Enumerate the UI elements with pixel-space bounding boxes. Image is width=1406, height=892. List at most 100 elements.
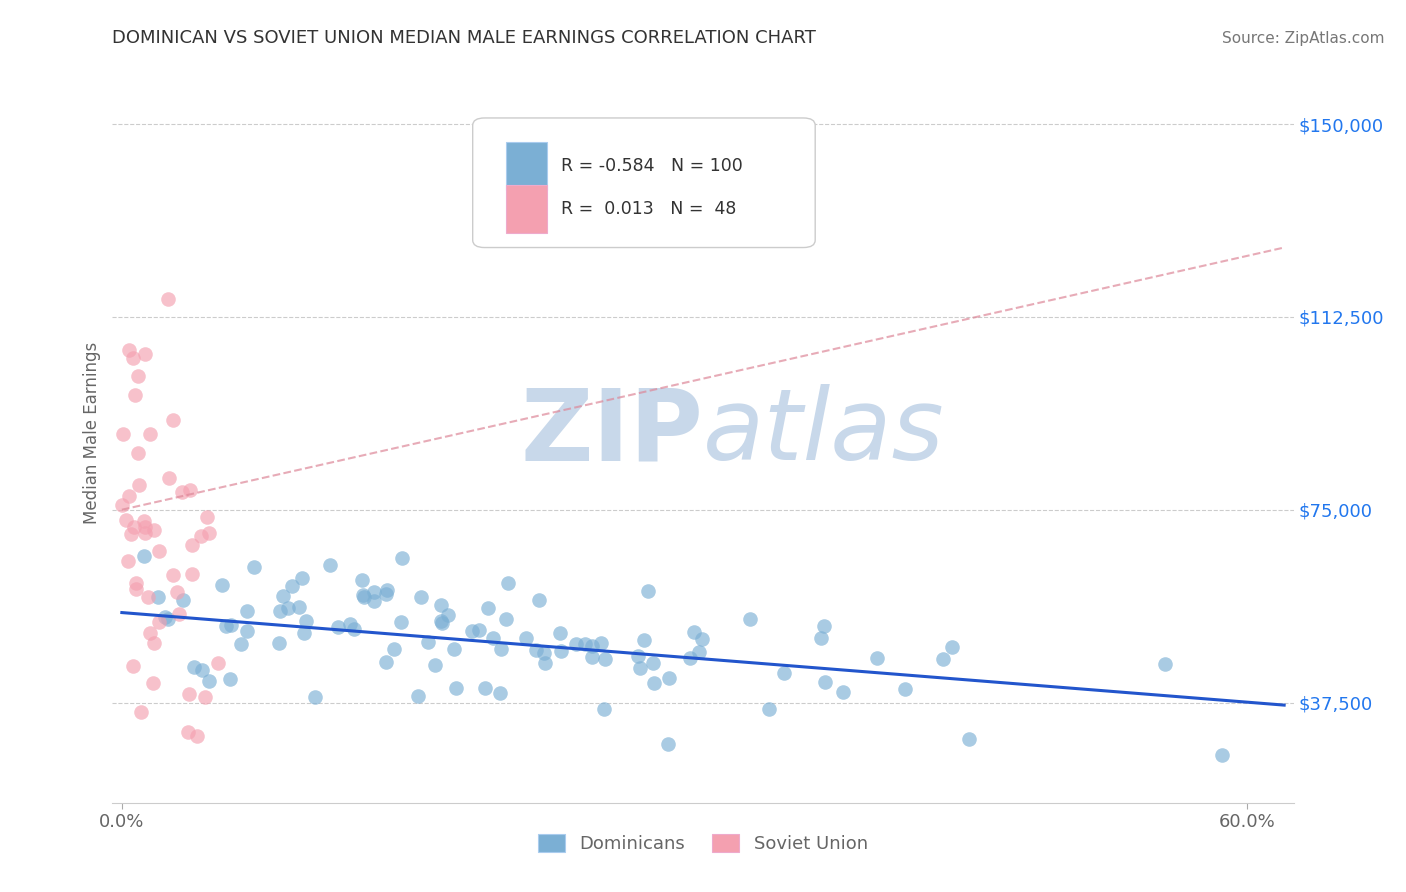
Point <box>589 636 612 650</box>
Point <box>287 599 309 614</box>
Point <box>477 601 499 615</box>
Point <box>128 478 150 492</box>
Point <box>318 558 340 573</box>
Point <box>941 640 963 654</box>
Point <box>343 622 366 636</box>
Point <box>831 685 853 699</box>
Point <box>111 426 134 441</box>
Point <box>957 732 980 747</box>
Point <box>488 685 510 699</box>
Point <box>444 681 467 695</box>
Point <box>627 648 650 663</box>
Point <box>190 529 212 543</box>
Point <box>641 656 664 670</box>
Point <box>125 575 148 590</box>
Point <box>127 446 149 460</box>
Point <box>132 549 155 564</box>
Text: ZIP: ZIP <box>520 384 703 481</box>
Point <box>269 604 291 618</box>
Point <box>179 483 201 498</box>
Point <box>207 656 229 670</box>
Point <box>429 614 451 628</box>
Point <box>688 645 710 659</box>
Point <box>295 614 318 628</box>
Point <box>658 671 681 685</box>
FancyBboxPatch shape <box>472 118 815 247</box>
Point <box>581 649 603 664</box>
Point <box>193 690 215 704</box>
Point <box>181 566 204 581</box>
Point <box>127 368 149 383</box>
Point <box>186 729 208 743</box>
Point <box>363 585 385 599</box>
Point <box>406 689 429 703</box>
Point <box>120 527 142 541</box>
Point <box>146 591 169 605</box>
Point <box>218 672 240 686</box>
Point <box>468 624 491 638</box>
Point <box>1211 748 1233 763</box>
Point <box>304 690 326 704</box>
Point <box>391 550 413 565</box>
Point <box>574 638 596 652</box>
Point <box>375 582 398 597</box>
Point <box>524 642 547 657</box>
Point <box>121 659 143 673</box>
Point <box>139 426 162 441</box>
Point <box>111 498 134 512</box>
Point <box>690 632 713 646</box>
Point <box>148 615 170 629</box>
Point <box>595 652 617 666</box>
Point <box>143 523 166 537</box>
Point <box>810 632 832 646</box>
Point <box>339 617 361 632</box>
Point <box>277 601 299 615</box>
Point <box>191 663 214 677</box>
Point <box>219 618 242 632</box>
Text: DOMINICAN VS SOVIET UNION MEDIAN MALE EARNINGS CORRELATION CHART: DOMINICAN VS SOVIET UNION MEDIAN MALE EA… <box>112 29 817 47</box>
Point <box>117 554 139 568</box>
Point <box>162 413 184 427</box>
Point <box>269 635 291 649</box>
Legend: Dominicans, Soviet Union: Dominicans, Soviet Union <box>531 827 875 861</box>
Point <box>115 513 138 527</box>
Point <box>142 635 165 649</box>
Point <box>124 388 146 402</box>
Point <box>430 598 453 612</box>
Point <box>162 568 184 582</box>
Point <box>122 520 145 534</box>
FancyBboxPatch shape <box>506 185 547 233</box>
Point <box>156 292 179 306</box>
Point <box>243 560 266 574</box>
Point <box>118 343 141 357</box>
Point <box>172 484 194 499</box>
Point <box>814 675 837 690</box>
Point <box>177 688 200 702</box>
Point <box>229 637 252 651</box>
Text: atlas: atlas <box>703 384 945 481</box>
Point <box>353 590 375 604</box>
Text: Source: ZipAtlas.com: Source: ZipAtlas.com <box>1222 31 1385 46</box>
Point <box>136 590 159 604</box>
Point <box>326 620 349 634</box>
Point <box>391 615 413 630</box>
Point <box>633 633 655 648</box>
Point <box>132 514 155 528</box>
Point <box>198 674 221 689</box>
Point <box>294 626 316 640</box>
Point <box>291 571 314 585</box>
Point <box>148 543 170 558</box>
Point <box>352 573 374 587</box>
Point <box>425 658 447 673</box>
Text: R =  0.013   N =  48: R = 0.013 N = 48 <box>561 200 737 218</box>
Point <box>198 525 221 540</box>
Point <box>773 665 796 680</box>
Point <box>118 489 141 503</box>
Point <box>758 702 780 716</box>
Point <box>437 608 460 623</box>
Point <box>172 593 194 607</box>
Point <box>195 510 218 524</box>
Point <box>167 607 190 621</box>
Point <box>183 660 205 674</box>
Point <box>565 637 588 651</box>
